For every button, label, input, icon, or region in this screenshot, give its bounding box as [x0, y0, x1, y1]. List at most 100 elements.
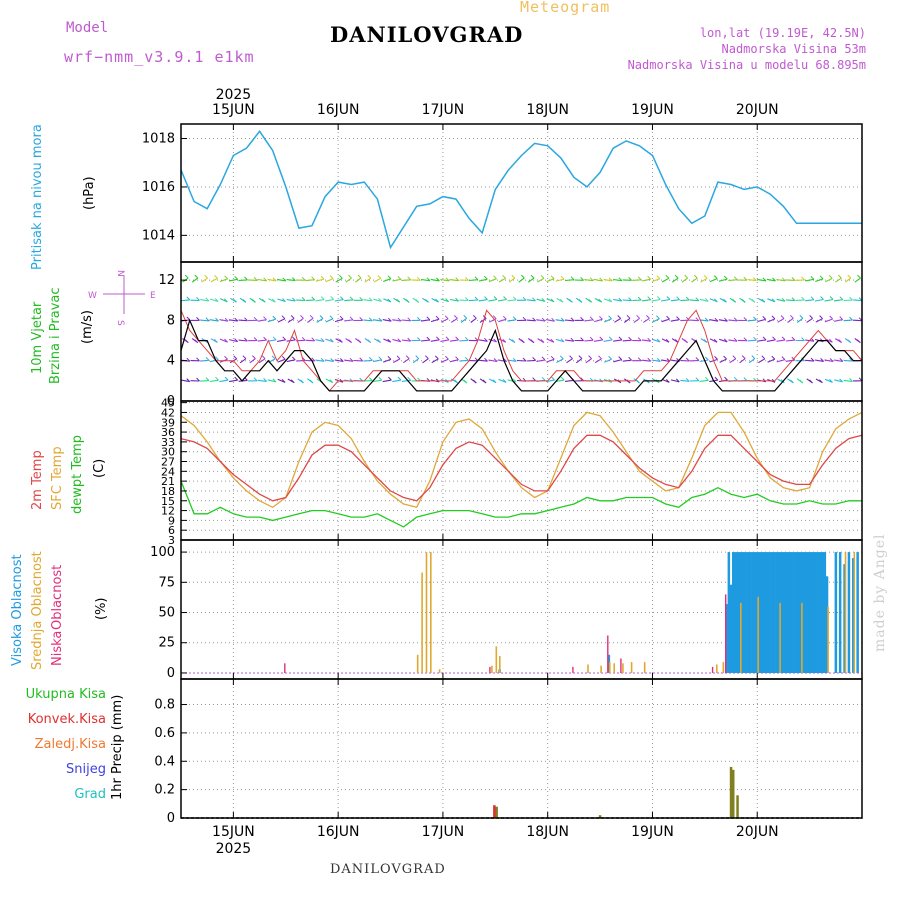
cloud-high-bar — [788, 552, 792, 673]
wind-arrowhead — [244, 276, 248, 281]
bottom-day-label: 15JUN — [212, 824, 255, 840]
wind-arrow — [200, 359, 210, 362]
precip-legend-snow: Snijeg — [66, 762, 106, 777]
precip-total-bar — [729, 766, 733, 818]
wind-arrowhead — [416, 276, 421, 281]
wind-arrowhead — [263, 316, 267, 321]
wind-arrowhead — [455, 356, 459, 361]
wind-arrowhead — [829, 315, 834, 320]
y-tick-label: 0.2 — [154, 783, 175, 798]
wind-arrow — [594, 318, 603, 323]
bottom-day-label: 20JUN — [736, 824, 779, 840]
wind-arrowhead — [426, 316, 431, 321]
wind-arrowhead — [301, 297, 306, 301]
wind-arrowhead — [762, 336, 767, 341]
wind-arrowhead — [425, 355, 429, 360]
wind-arrowhead — [559, 298, 564, 303]
precip-total-bar — [598, 815, 602, 818]
compass-east: E — [150, 291, 156, 301]
wind-arrowhead — [426, 336, 431, 341]
wind-arrowhead — [320, 338, 325, 342]
wind-arrowhead — [320, 275, 325, 280]
wind-arrowhead — [378, 317, 383, 322]
y-tick-label: 0 — [167, 666, 175, 681]
panel-frame-0 — [180, 123, 863, 263]
wind-arrow — [277, 278, 286, 282]
wind-arrowhead — [578, 299, 583, 303]
wind-speed-line — [180, 318, 862, 392]
y-tick-label: 27 — [161, 456, 175, 469]
wind-arrow — [392, 338, 401, 343]
cloud-mid-bar — [853, 552, 856, 673]
wind-arrowhead — [714, 356, 718, 360]
y-tick-label: 1014 — [142, 228, 175, 243]
wind-arrow — [497, 298, 507, 302]
cloud-low-bar — [607, 635, 609, 673]
frame-layer — [180, 123, 863, 819]
y-tick-label: 45 — [161, 397, 175, 410]
wind-arrow — [795, 279, 805, 281]
wind-arrow — [440, 358, 449, 363]
wind-arrow — [843, 359, 853, 362]
cloud-high-bar — [771, 552, 774, 673]
wind-arrowhead — [214, 298, 219, 302]
wind-arrowhead — [282, 277, 287, 282]
wind-arrowhead — [224, 317, 229, 322]
precip-legend-hail: Grad — [74, 787, 106, 802]
wind-arrow — [373, 359, 382, 363]
wind-arrow — [555, 278, 565, 282]
cloud-high-bar — [773, 552, 776, 673]
bottom-day-label: 18JUN — [526, 824, 569, 840]
wind-arrowhead — [233, 355, 238, 360]
wind-arrowhead — [530, 274, 535, 279]
wind-arrowhead — [628, 297, 632, 301]
wind-arrow — [835, 277, 842, 283]
cloud-high-bar — [760, 552, 763, 673]
wind-arrowhead — [532, 297, 536, 302]
wind-arrowhead — [753, 277, 757, 281]
lonlat-label: lon,lat (19.19E, 42.5N) — [699, 26, 866, 40]
wind-arrowhead — [743, 317, 748, 321]
wind-arrow — [315, 339, 325, 342]
wind-arrowhead — [599, 336, 604, 341]
wind-arrow — [824, 298, 834, 302]
wind-arrowhead — [512, 296, 517, 301]
wind-arrowhead — [271, 298, 276, 303]
chart-subtitle: Meteogram — [520, 0, 611, 16]
wind-arrow — [267, 379, 277, 383]
wind-arrowhead — [405, 355, 410, 360]
y-tick-label: 100 — [150, 545, 175, 560]
wind-arrowhead — [388, 376, 392, 381]
wind-arrowhead — [186, 378, 191, 382]
wind-arrow — [777, 318, 785, 323]
wind-arrow — [430, 318, 440, 323]
wind-arrowhead — [665, 378, 670, 383]
wind-arrow — [545, 319, 555, 322]
precip-legend-freezing: Zaledj.Kisa — [34, 737, 106, 752]
wind-arrow — [709, 298, 718, 303]
wind-arrowhead — [780, 315, 785, 319]
wind-arrowhead — [329, 338, 334, 343]
wind-arrowhead — [560, 275, 565, 280]
wind-arrowhead — [186, 357, 191, 362]
wind-arrowhead — [359, 357, 364, 362]
wind-arrowhead — [676, 296, 680, 301]
wind-arrowhead — [789, 314, 794, 319]
wind-arrowhead — [281, 379, 286, 383]
wind-arrowhead — [196, 317, 200, 321]
wind-arrow — [670, 319, 680, 322]
cloud-mid-bar — [740, 602, 742, 673]
wind-arrow — [440, 318, 449, 323]
wind-arrow — [671, 277, 679, 283]
wind-arrowhead — [685, 357, 690, 362]
wind-arrow — [641, 278, 651, 282]
wind-arrowhead — [751, 355, 756, 359]
wind-arrowhead — [205, 297, 210, 302]
wind-arrow — [228, 278, 238, 282]
wind-arrow — [776, 278, 786, 282]
wind-arrowhead — [550, 355, 555, 360]
cloud-mid-bar — [613, 663, 615, 673]
wind-arrow — [834, 319, 843, 322]
wind-arrow — [537, 277, 545, 283]
